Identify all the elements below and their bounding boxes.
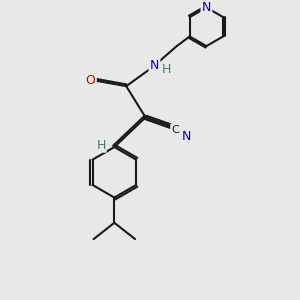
Text: N: N <box>182 130 191 143</box>
Text: H: H <box>162 63 171 76</box>
Text: O: O <box>86 74 95 87</box>
Text: N: N <box>150 59 159 72</box>
Text: H: H <box>97 139 106 152</box>
Text: N: N <box>202 1 211 14</box>
Text: C: C <box>171 125 179 135</box>
